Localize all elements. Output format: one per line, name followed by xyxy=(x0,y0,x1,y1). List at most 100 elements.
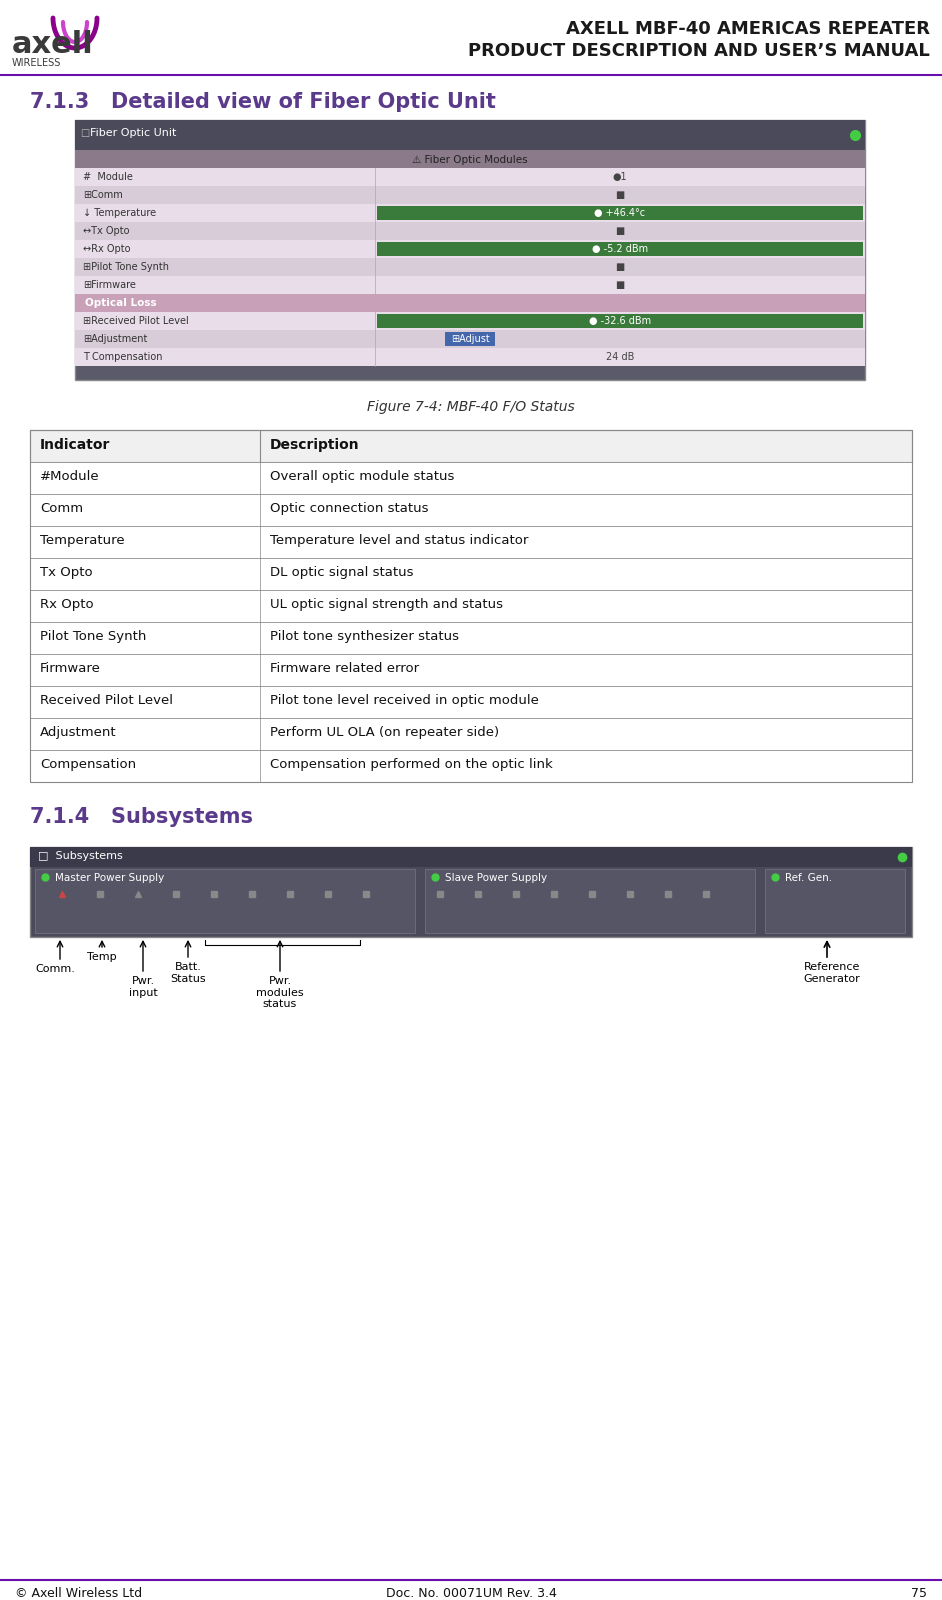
Text: ■: ■ xyxy=(615,190,625,200)
Text: PRODUCT DESCRIPTION AND USER’S MANUAL: PRODUCT DESCRIPTION AND USER’S MANUAL xyxy=(468,42,930,59)
Text: ● +46.4°c: ● +46.4°c xyxy=(594,208,645,218)
Text: Tx Opto: Tx Opto xyxy=(40,566,92,579)
FancyBboxPatch shape xyxy=(35,869,415,933)
Text: Reference
Generator: Reference Generator xyxy=(804,962,860,984)
Text: ↔Rx Opto: ↔Rx Opto xyxy=(83,243,131,254)
Text: axell: axell xyxy=(12,30,94,59)
Text: Description: Description xyxy=(270,438,360,451)
Text: Pilot Tone Synth: Pilot Tone Synth xyxy=(40,630,146,643)
Text: Received Pilot Level: Received Pilot Level xyxy=(40,694,173,707)
Text: #Module: #Module xyxy=(40,470,100,483)
Text: ⊞Adjust: ⊞Adjust xyxy=(450,334,490,344)
Text: Firmware: Firmware xyxy=(40,662,101,675)
Text: Compensation performed on the optic link: Compensation performed on the optic link xyxy=(270,758,553,771)
FancyBboxPatch shape xyxy=(445,333,495,346)
Text: ↓ Temperature: ↓ Temperature xyxy=(83,208,156,218)
Text: Perform UL OLA (on repeater side): Perform UL OLA (on repeater side) xyxy=(270,726,499,739)
FancyBboxPatch shape xyxy=(30,750,912,782)
Text: Ref. Gen.: Ref. Gen. xyxy=(785,874,832,883)
Text: T Compensation: T Compensation xyxy=(83,352,163,362)
FancyBboxPatch shape xyxy=(75,186,865,203)
Text: □: □ xyxy=(80,128,89,138)
FancyBboxPatch shape xyxy=(75,312,865,330)
Text: Pilot tone synthesizer status: Pilot tone synthesizer status xyxy=(270,630,459,643)
FancyBboxPatch shape xyxy=(30,686,912,718)
FancyBboxPatch shape xyxy=(30,718,912,750)
Text: ■: ■ xyxy=(615,262,625,272)
Text: 7.1.3   Detailed view of Fiber Optic Unit: 7.1.3 Detailed view of Fiber Optic Unit xyxy=(30,91,495,112)
FancyBboxPatch shape xyxy=(30,590,912,622)
FancyBboxPatch shape xyxy=(30,622,912,654)
Text: Figure 7-4: MBF-40 F/O Status: Figure 7-4: MBF-40 F/O Status xyxy=(367,400,575,414)
Text: Slave Power Supply: Slave Power Supply xyxy=(445,874,547,883)
FancyBboxPatch shape xyxy=(30,526,912,558)
Text: Comm.: Comm. xyxy=(35,963,75,974)
Text: Optical Loss: Optical Loss xyxy=(85,298,156,307)
Text: Overall optic module status: Overall optic module status xyxy=(270,470,454,483)
Text: 75: 75 xyxy=(911,1587,927,1600)
Text: Doc. No. 00071UM Rev. 3.4: Doc. No. 00071UM Rev. 3.4 xyxy=(385,1587,557,1600)
FancyBboxPatch shape xyxy=(30,846,912,938)
FancyBboxPatch shape xyxy=(425,869,755,933)
FancyBboxPatch shape xyxy=(30,846,912,867)
Text: ■: ■ xyxy=(615,280,625,290)
Text: ● -32.6 dBm: ● -32.6 dBm xyxy=(589,317,651,326)
Text: Indicator: Indicator xyxy=(40,438,110,451)
FancyBboxPatch shape xyxy=(75,330,865,349)
Text: ⊞Pilot Tone Synth: ⊞Pilot Tone Synth xyxy=(83,262,169,272)
Text: Comm: Comm xyxy=(40,502,83,515)
FancyBboxPatch shape xyxy=(377,314,863,328)
Text: ⊞Comm: ⊞Comm xyxy=(83,190,122,200)
FancyBboxPatch shape xyxy=(30,494,912,526)
Text: ⚠ Fiber Optic Modules: ⚠ Fiber Optic Modules xyxy=(413,155,528,165)
Text: Rx Opto: Rx Opto xyxy=(40,598,93,611)
Text: #  Module: # Module xyxy=(83,171,133,182)
Text: ⊞Adjustment: ⊞Adjustment xyxy=(83,334,147,344)
FancyBboxPatch shape xyxy=(75,349,865,366)
Text: AXELL MBF-40 AMERICAS REPEATER: AXELL MBF-40 AMERICAS REPEATER xyxy=(566,19,930,38)
Text: ■: ■ xyxy=(615,226,625,235)
FancyBboxPatch shape xyxy=(75,120,865,379)
FancyBboxPatch shape xyxy=(30,462,912,494)
Text: Temperature: Temperature xyxy=(40,534,124,547)
Text: © Axell Wireless Ltd: © Axell Wireless Ltd xyxy=(15,1587,142,1600)
Text: ● -5.2 dBm: ● -5.2 dBm xyxy=(592,243,648,254)
Text: Adjustment: Adjustment xyxy=(40,726,117,739)
FancyBboxPatch shape xyxy=(75,168,865,186)
Text: Compensation: Compensation xyxy=(40,758,137,771)
Text: 7.1.4   Subsystems: 7.1.4 Subsystems xyxy=(30,806,253,827)
Text: Fiber Optic Unit: Fiber Optic Unit xyxy=(90,128,176,138)
Text: Temperature level and status indicator: Temperature level and status indicator xyxy=(270,534,528,547)
FancyBboxPatch shape xyxy=(377,206,863,219)
Text: Optic connection status: Optic connection status xyxy=(270,502,429,515)
FancyBboxPatch shape xyxy=(75,240,865,258)
FancyBboxPatch shape xyxy=(75,294,865,312)
Text: 24 dB: 24 dB xyxy=(606,352,634,362)
FancyBboxPatch shape xyxy=(75,275,865,294)
FancyBboxPatch shape xyxy=(75,150,865,168)
Text: Pilot tone level received in optic module: Pilot tone level received in optic modul… xyxy=(270,694,539,707)
FancyBboxPatch shape xyxy=(75,120,865,150)
Text: □  Subsystems: □ Subsystems xyxy=(38,851,122,861)
Text: Firmware related error: Firmware related error xyxy=(270,662,419,675)
Text: WIRELESS: WIRELESS xyxy=(12,58,61,67)
Text: ↔Tx Opto: ↔Tx Opto xyxy=(83,226,129,235)
FancyBboxPatch shape xyxy=(30,430,912,462)
Text: Master Power Supply: Master Power Supply xyxy=(55,874,164,883)
Text: Pwr.
input: Pwr. input xyxy=(129,976,157,998)
Text: ●1: ●1 xyxy=(612,171,627,182)
FancyBboxPatch shape xyxy=(30,558,912,590)
Text: Pwr.
modules
status: Pwr. modules status xyxy=(256,976,304,1010)
FancyBboxPatch shape xyxy=(377,242,863,256)
Text: ⊞Received Pilot Level: ⊞Received Pilot Level xyxy=(83,317,188,326)
Text: UL optic signal strength and status: UL optic signal strength and status xyxy=(270,598,503,611)
Text: Temp: Temp xyxy=(88,952,117,962)
FancyBboxPatch shape xyxy=(75,222,865,240)
FancyBboxPatch shape xyxy=(75,203,865,222)
Text: DL optic signal status: DL optic signal status xyxy=(270,566,414,579)
Text: Batt.
Status: Batt. Status xyxy=(171,962,205,984)
FancyBboxPatch shape xyxy=(765,869,905,933)
FancyBboxPatch shape xyxy=(30,654,912,686)
Text: ⊞Firmware: ⊞Firmware xyxy=(83,280,136,290)
FancyBboxPatch shape xyxy=(75,258,865,275)
